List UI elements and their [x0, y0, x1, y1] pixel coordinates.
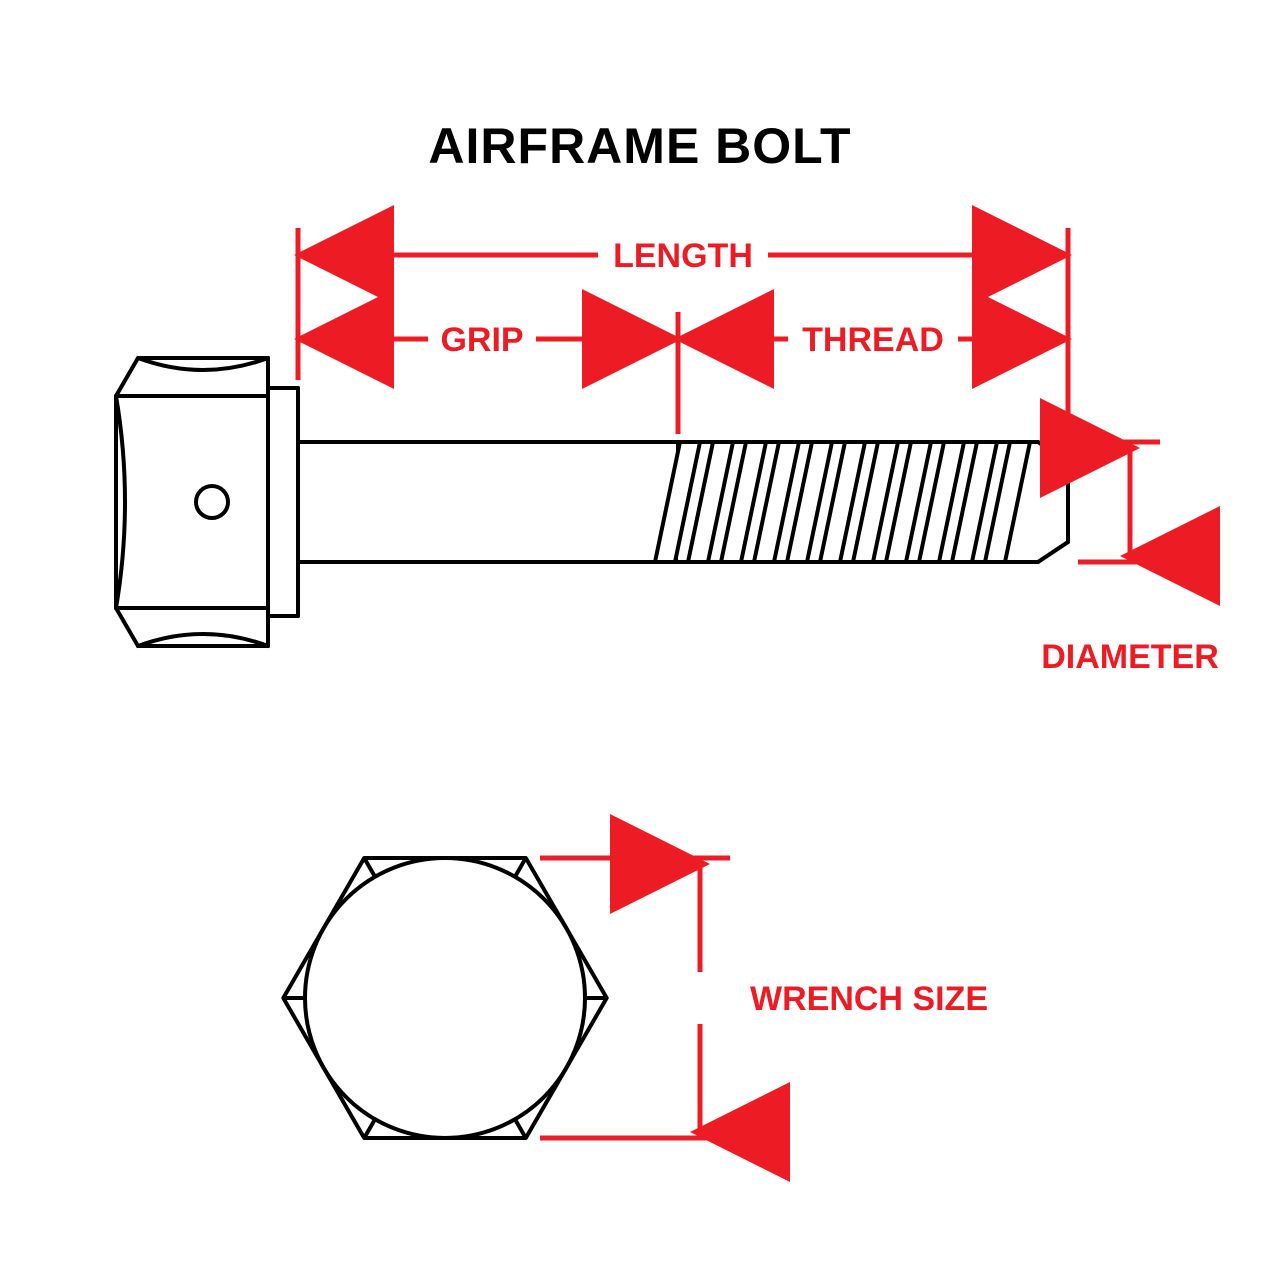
label-length: LENGTH [613, 237, 753, 275]
label-grip: GRIP [440, 321, 523, 359]
label-wrench-size: WRENCH SIZE [750, 980, 988, 1018]
label-thread: THREAD [802, 321, 944, 359]
drill-hole [196, 486, 228, 518]
bolt-diagram: LENGTH GRIP THREAD DIAMETER WRENCH SIZE [0, 0, 1280, 1280]
bolt-threads [655, 442, 1030, 562]
hex-outline [283, 858, 606, 1138]
bolt-head [116, 358, 268, 646]
bolt-shank [298, 442, 678, 562]
hex-top-view [283, 858, 606, 1138]
label-diameter: DIAMETER [1041, 638, 1219, 676]
bolt-side-view [116, 358, 1068, 646]
diagram-title: AIRFRAME BOLT [0, 117, 1280, 175]
bolt-washer [268, 388, 298, 616]
